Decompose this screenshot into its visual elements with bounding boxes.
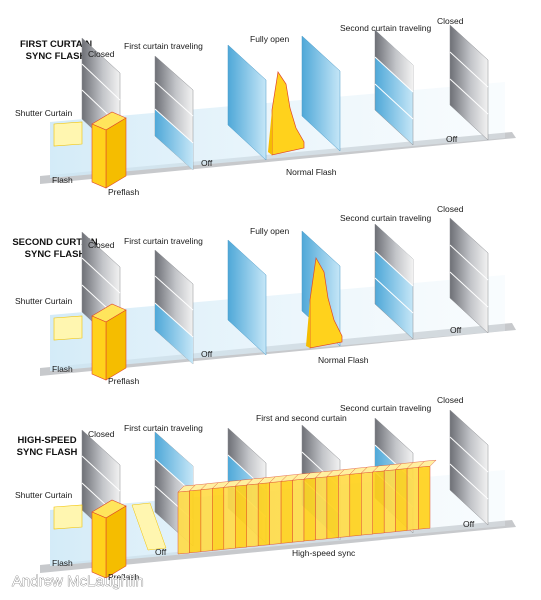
hss-pulse — [383, 469, 396, 534]
panel-title-line-2: SYNC FLASH — [26, 51, 87, 62]
hss-pulse — [280, 480, 293, 544]
shutter-first-curtain-traveling — [154, 249, 194, 365]
preflash-label: Preflash — [108, 572, 139, 582]
hss-pulse — [212, 487, 225, 551]
preflash-pulse — [53, 111, 127, 189]
hss-pulse — [257, 482, 270, 547]
hss-pulse — [338, 474, 351, 538]
stage-label: First and second curtain — [256, 413, 347, 423]
preflash-pulse — [53, 303, 127, 381]
off-label: Off — [155, 547, 167, 557]
off-label: Off — [201, 349, 213, 359]
hss-pulse — [349, 472, 362, 537]
panel-second-curtain: SECOND CURTAIN SYNC FLASH — [12, 204, 516, 386]
shutter-second-curtain-traveling — [374, 223, 414, 340]
stage-label: Closed — [437, 395, 464, 405]
stage-label: Closed — [437, 204, 464, 214]
hss-pulse-top — [418, 459, 437, 468]
stage-label: Second curtain traveling — [340, 403, 431, 413]
shutter-fully-open — [227, 239, 267, 356]
flash-event-label: Normal Flash — [286, 167, 337, 177]
hss-pulse — [303, 477, 316, 542]
hss-pulse — [326, 475, 339, 539]
stage-label: Closed — [88, 49, 115, 59]
flash-event-label: Normal Flash — [318, 355, 369, 365]
preflash-pulse — [53, 499, 127, 579]
shutter-second-curtain-closing — [374, 29, 414, 146]
hss-pulse — [406, 467, 419, 531]
hss-pulse — [177, 490, 190, 555]
hss-pulse — [223, 485, 236, 550]
stage-label: Second curtain traveling — [340, 23, 431, 33]
shutter-first-curtain-traveling — [154, 55, 194, 171]
hss-pulse — [372, 470, 385, 535]
hss-pulse — [418, 465, 431, 530]
hss-pulse — [315, 476, 328, 541]
shutter-curtain-label: Shutter Curtain — [15, 296, 72, 306]
flash-label: Flash — [52, 364, 73, 374]
hss-pulse — [189, 489, 202, 554]
shutter-curtain-label: Shutter Curtain — [15, 490, 72, 500]
panel-title: SECOND CURTAIN — [12, 237, 97, 248]
shutter-closed-end — [449, 409, 489, 526]
hss-pulse — [361, 471, 373, 536]
stage-label: First curtain traveling — [124, 236, 203, 246]
off-gap-beam — [131, 502, 167, 551]
hss-pulse — [200, 488, 213, 552]
credit-watermark: Andrew McLaughlin — [12, 573, 144, 590]
panel-title-line-2: SYNC FLASH — [25, 249, 86, 260]
hss-pulse — [246, 483, 259, 548]
panel-high-speed: HIGH-SPEED SYNC FLASH — [15, 395, 516, 582]
off-label: Off — [463, 519, 475, 529]
stage-label: Closed — [88, 240, 115, 250]
hss-pulse — [269, 481, 282, 545]
panel-title-line-2: SYNC FLASH — [17, 447, 78, 458]
shutter-second-curtain-traveling — [301, 35, 341, 152]
high-speed-sync-pulses — [177, 459, 437, 555]
stage-label: Fully open — [250, 34, 289, 44]
preflash-label: Preflash — [108, 187, 139, 197]
hss-pulse — [292, 478, 305, 543]
shutter-fully-open — [227, 44, 267, 161]
panel-title: HIGH-SPEED — [17, 435, 76, 446]
hss-pulse — [395, 468, 408, 532]
hss-pulse — [235, 484, 247, 549]
shutter-closed-end — [449, 217, 489, 334]
normal-flash-pulse — [306, 256, 343, 349]
stage-label: Fully open — [250, 226, 289, 236]
panel-first-curtain: FIRST CURTAIN SYNC FLASH — [15, 16, 516, 197]
stage-label: Closed — [88, 429, 115, 439]
flash-label: Flash — [52, 558, 73, 568]
normal-flash-pulse — [268, 71, 305, 156]
stage-label: Second curtain traveling — [340, 213, 431, 223]
stage-label: First curtain traveling — [124, 423, 203, 433]
flash-event-label: High-speed sync — [292, 548, 356, 558]
preflash-label: Preflash — [108, 376, 139, 386]
off-label: Off — [446, 134, 458, 144]
shutter-closed-end — [449, 24, 489, 141]
off-label: Off — [201, 158, 213, 168]
stage-label: First curtain traveling — [124, 41, 203, 51]
off-label: Off — [450, 325, 462, 335]
stage-label: Closed — [437, 16, 464, 26]
panel-title: FIRST CURTAIN — [20, 39, 92, 50]
shutter-curtain-label: Shutter Curtain — [15, 108, 72, 118]
flash-label: Flash — [52, 175, 73, 185]
